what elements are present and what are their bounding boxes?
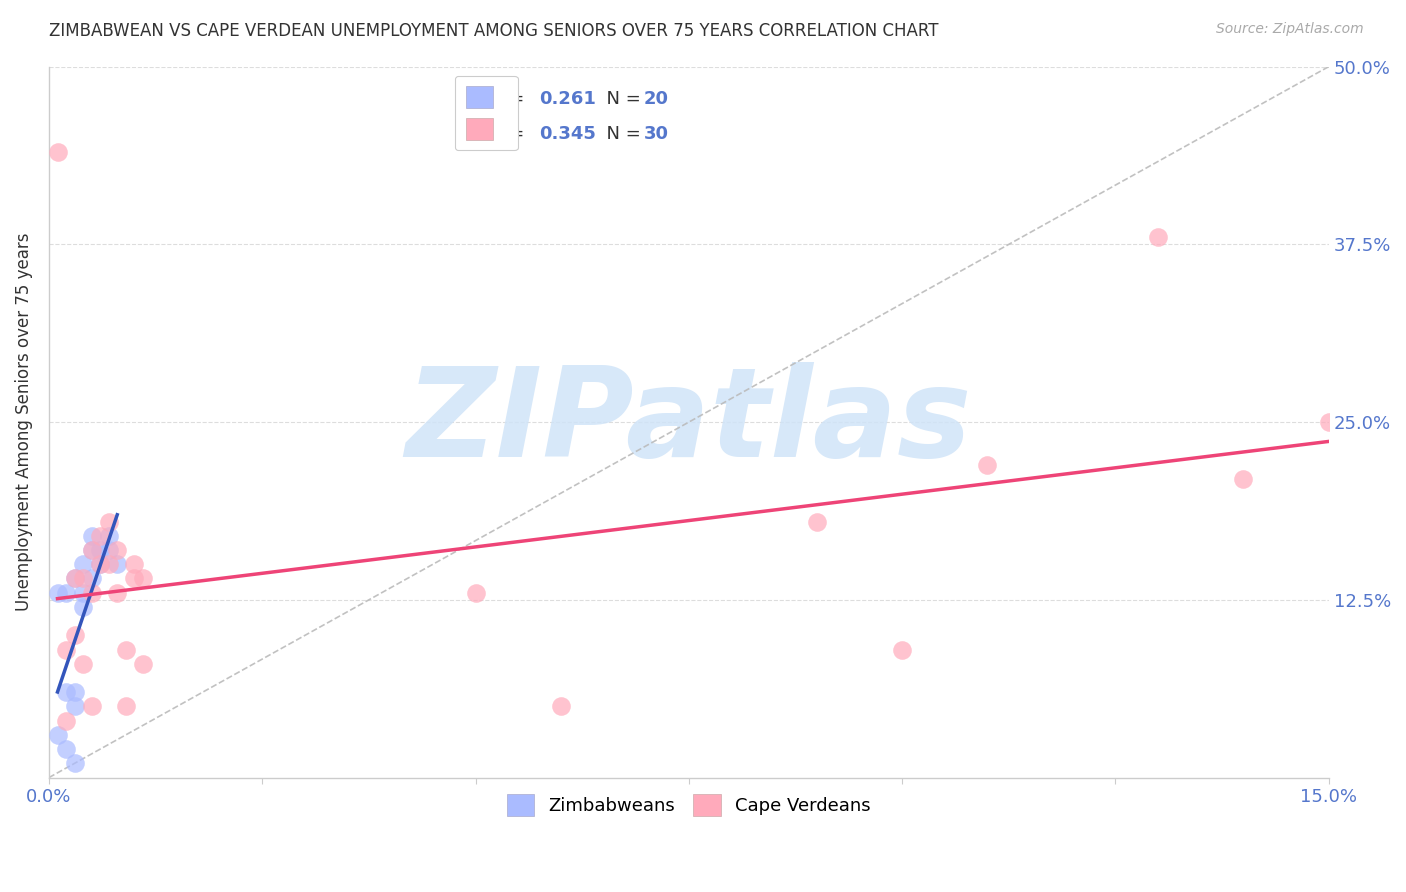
Text: R =: R = (491, 89, 530, 108)
Point (72, 572, 94, 586)
Legend: Zimbabweans, Cape Verdeans: Zimbabweans, Cape Verdeans (498, 785, 880, 825)
Point (63, 572, 86, 586)
Point (55, 742, 77, 756)
Point (46, 728, 69, 742)
Point (55, 585, 77, 599)
Point (80, 529, 103, 543)
Point (97, 515, 120, 529)
Point (80, 572, 103, 586)
Point (55, 714, 77, 728)
Text: N =: N = (596, 125, 647, 143)
Point (114, 699, 136, 714)
Point (806, 515, 828, 529)
Point (105, 585, 128, 599)
Point (55, 642, 77, 657)
Point (114, 642, 136, 657)
Point (132, 572, 155, 586)
Point (891, 642, 914, 657)
Point (89, 529, 111, 543)
Text: 20: 20 (644, 89, 669, 108)
Point (72, 599, 94, 614)
Point (80, 543, 103, 558)
Point (1232, 472, 1254, 486)
Point (63, 572, 86, 586)
Point (124, 572, 146, 586)
Point (976, 458, 998, 472)
Point (63, 699, 86, 714)
Point (72, 657, 94, 671)
Point (550, 699, 572, 714)
Point (72, 558, 94, 572)
Text: 30: 30 (644, 125, 669, 143)
Point (46, 585, 69, 599)
Point (97, 558, 120, 572)
Point (89, 558, 111, 572)
Point (105, 558, 128, 572)
Point (80, 543, 103, 558)
Point (1147, 230, 1170, 244)
Point (464, 585, 486, 599)
Point (105, 543, 128, 558)
Point (46, 145, 69, 159)
Point (132, 657, 155, 671)
Text: 0.261: 0.261 (538, 89, 596, 108)
Text: Source: ZipAtlas.com: Source: ZipAtlas.com (1216, 22, 1364, 37)
Text: 0.345: 0.345 (538, 125, 596, 143)
Point (72, 585, 94, 599)
Y-axis label: Unemployment Among Seniors over 75 years: Unemployment Among Seniors over 75 years (15, 233, 32, 611)
Point (80, 585, 103, 599)
Text: R =: R = (491, 125, 530, 143)
Point (97, 529, 120, 543)
Point (89, 543, 111, 558)
Text: N =: N = (596, 89, 647, 108)
Point (55, 685, 77, 699)
Point (63, 756, 86, 771)
Point (89, 558, 111, 572)
Point (97, 543, 120, 558)
Point (124, 558, 146, 572)
Point (80, 699, 103, 714)
Text: ZIPatlas: ZIPatlas (405, 361, 972, 483)
Point (63, 685, 86, 699)
Text: ZIMBABWEAN VS CAPE VERDEAN UNEMPLOYMENT AMONG SENIORS OVER 75 YEARS CORRELATION : ZIMBABWEAN VS CAPE VERDEAN UNEMPLOYMENT … (49, 22, 939, 40)
Point (63, 628, 86, 642)
Point (1317, 415, 1340, 429)
